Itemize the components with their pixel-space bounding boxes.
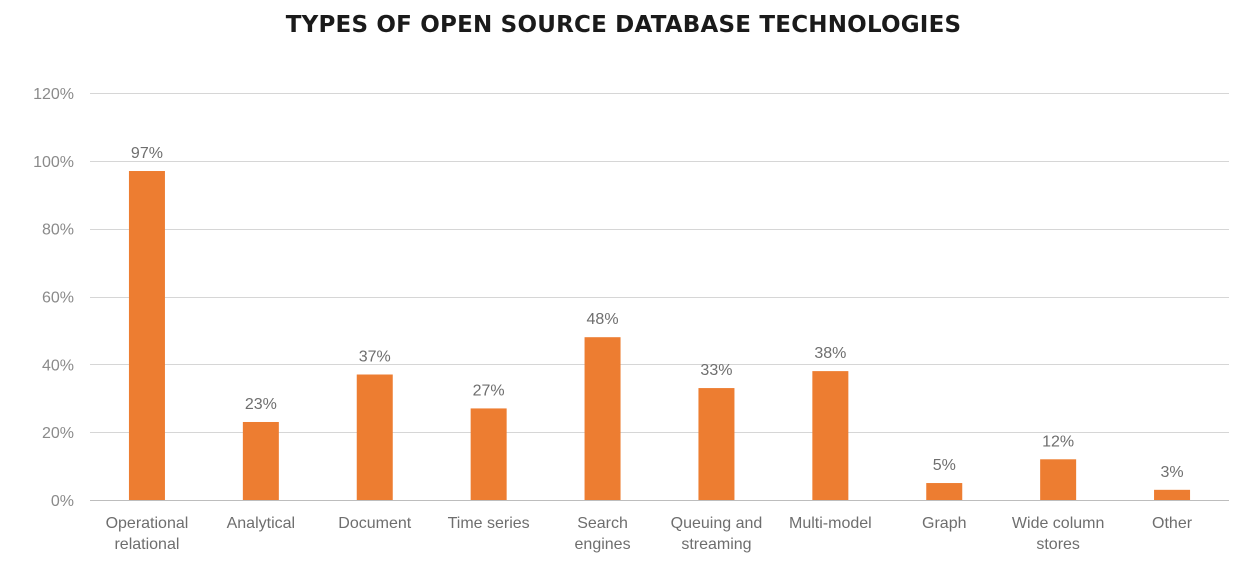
y-tick-label: 80% xyxy=(42,222,74,239)
bars-layer xyxy=(128,171,1191,500)
data-label: 27% xyxy=(473,382,505,399)
bar-graph xyxy=(926,483,963,500)
x-tick-label: Analytical xyxy=(227,515,295,532)
data-label: 97% xyxy=(131,145,163,162)
x-tick-label: Wide column xyxy=(1012,515,1104,532)
x-tick-label: streaming xyxy=(681,536,751,553)
y-tick-label: 20% xyxy=(42,425,74,442)
y-tick-label: 120% xyxy=(33,86,74,103)
x-tick-label: stores xyxy=(1036,536,1080,553)
bar-operational-relational xyxy=(128,171,165,500)
x-tick-label: Operational xyxy=(106,515,189,532)
bar-search-engines xyxy=(584,337,621,500)
x-tick-label: Multi-model xyxy=(789,515,872,532)
x-tick-label: Graph xyxy=(922,515,966,532)
data-label: 38% xyxy=(814,345,846,362)
y-tick-label: 100% xyxy=(33,154,74,171)
bar-analytical xyxy=(242,421,279,500)
x-tick-label: Search xyxy=(577,515,628,532)
data-label: 3% xyxy=(1160,464,1183,481)
data-label: 5% xyxy=(933,457,956,474)
chart-title: TYPES OF OPEN SOURCE DATABASE TECHNOLOGI… xyxy=(285,12,962,38)
x-tick-label: Other xyxy=(1152,515,1193,532)
bar-queuing-and-streaming xyxy=(698,388,735,500)
x-tick-label: engines xyxy=(575,536,631,553)
bar-multi-model xyxy=(812,371,849,500)
x-tick-label: Time series xyxy=(448,515,530,532)
labels-layer: 0% 20% 40% 60% 80% 100% 120% 97% Operational rela… xyxy=(33,86,1193,553)
bar-other xyxy=(1154,489,1191,500)
data-label: 12% xyxy=(1042,433,1074,450)
data-label: 23% xyxy=(245,396,277,413)
data-label: 33% xyxy=(700,362,732,379)
bar-wide-column-stores xyxy=(1040,459,1077,500)
bar-document xyxy=(356,374,393,500)
y-tick-label: 60% xyxy=(42,290,74,307)
y-tick-label: 40% xyxy=(42,357,74,374)
x-tick-label: Document xyxy=(338,515,411,532)
bar-time-series xyxy=(470,408,507,500)
y-tick-label: 0% xyxy=(51,493,74,510)
data-label: 48% xyxy=(587,311,619,328)
data-label: 37% xyxy=(359,349,391,366)
x-tick-label: Queuing and xyxy=(671,515,763,532)
grid-layer xyxy=(90,93,1229,501)
x-tick-label: relational xyxy=(114,536,179,553)
